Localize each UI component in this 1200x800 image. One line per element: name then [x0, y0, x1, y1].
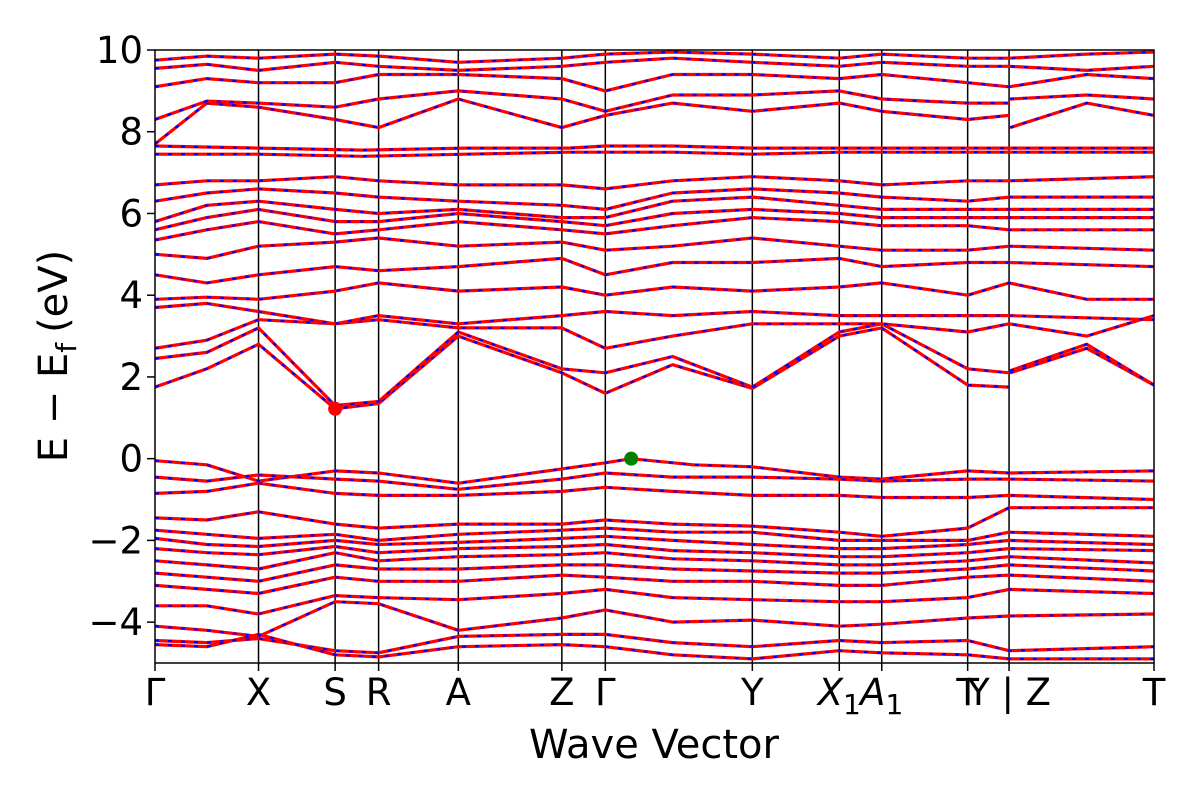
x-tick-label-text: A	[446, 671, 471, 714]
band-spin-up	[155, 573, 1154, 596]
x-tick-label-text: T	[955, 671, 979, 714]
y-axis-label-subscript: f	[50, 342, 83, 353]
band-spin-down	[1009, 101, 1154, 129]
band-spin-up	[155, 281, 1154, 301]
x-tick-label-text: Y	[740, 671, 764, 714]
y-tick-label: 10	[96, 29, 143, 72]
x-tick-label: A	[446, 671, 471, 714]
x-tick-label-text: T	[1142, 671, 1166, 714]
band-spin-up	[155, 534, 1154, 551]
y-axis-label-unit: (eV)	[31, 250, 77, 333]
band-spin-up	[155, 481, 1154, 502]
x-tick-label: X1	[816, 671, 861, 721]
x-tick-label-text: Z	[549, 671, 574, 714]
band-spin-up	[155, 542, 1154, 559]
band-spin-down	[155, 633, 1154, 661]
x-tick-label: S	[323, 671, 347, 714]
band-spin-up	[1010, 93, 1154, 101]
x-tick-label-text: Γ	[145, 671, 166, 714]
band-spin-up	[155, 72, 1154, 93]
y-axis-ticks: −4 −2 0 2 4 6 8 10	[88, 29, 155, 644]
band-spin-down	[155, 588, 1154, 616]
bands	[155, 50, 1154, 661]
x-tick-label-text: X	[816, 671, 845, 714]
band-spin-down	[155, 302, 1154, 325]
band-spin-up	[155, 144, 1154, 152]
band-spin-down	[155, 257, 1154, 285]
cbm-marker	[328, 401, 343, 416]
band-spin-up	[155, 150, 1154, 158]
band-spin-up	[155, 563, 1154, 583]
x-tick-label-text: A	[858, 671, 885, 714]
y-tick-label: 2	[119, 356, 143, 399]
x-tick-label: Y | Z	[966, 671, 1051, 714]
y-tick-label: 0	[119, 438, 143, 481]
band-spin-down	[155, 89, 1010, 121]
x-tick-label: T	[955, 671, 979, 714]
plot-frame	[154, 49, 1155, 664]
band-spin-down	[155, 236, 1154, 260]
band-spin-down	[155, 208, 1154, 231]
x-tick-label-text: Γ	[595, 671, 616, 714]
band-spin-down	[155, 326, 1010, 410]
band-spin-down	[155, 314, 1154, 350]
y-axis-label: E − Ef (eV)	[31, 250, 83, 463]
vbm-marker	[624, 451, 639, 466]
x-tick-label-subscript: 1	[885, 688, 903, 721]
x-tick-label: Γ	[145, 671, 166, 714]
band-spin-down	[155, 216, 1154, 242]
band-spin-down	[155, 195, 1154, 223]
x-tick-label-text: X	[246, 671, 271, 714]
x-tick-label-text: Y | Z	[966, 671, 1051, 714]
band-spin-down	[155, 50, 1154, 64]
x-tick-label: X	[246, 671, 271, 714]
y-tick-label: 8	[119, 111, 143, 154]
band-spin-down	[155, 97, 1010, 145]
x-tick-label-subscript: 1	[843, 688, 861, 721]
band-spin-up	[155, 471, 1154, 491]
x-tick-label: T	[1142, 671, 1166, 714]
band-spin-up	[155, 551, 1154, 571]
x-tick-label: Z	[549, 671, 574, 714]
x-tick-label-text: R	[366, 671, 392, 714]
x-tick-label-text: S	[323, 671, 347, 714]
band-spin-up	[155, 526, 1154, 542]
y-axis-label-main: E − E	[31, 353, 77, 463]
y-tick-label: −2	[88, 519, 143, 562]
y-tick-label: 4	[119, 274, 143, 317]
y-tick-label: 6	[119, 192, 143, 235]
band-spin-up	[155, 175, 1154, 191]
band-spin-down	[155, 57, 1154, 72]
band-spin-down	[155, 600, 1154, 638]
x-tick-label: R	[366, 671, 392, 714]
x-axis-label: Wave Vector	[529, 722, 780, 768]
band-spin-down	[1009, 342, 1154, 387]
y-tick-label: −4	[88, 601, 143, 644]
x-tick-label: Γ	[595, 671, 616, 714]
band-edge-markers	[328, 401, 639, 466]
x-tick-label: A1	[858, 671, 903, 721]
x-tick-label: Y	[740, 671, 764, 714]
band-spin-up	[155, 187, 1154, 211]
band-spin-down	[155, 506, 1154, 538]
